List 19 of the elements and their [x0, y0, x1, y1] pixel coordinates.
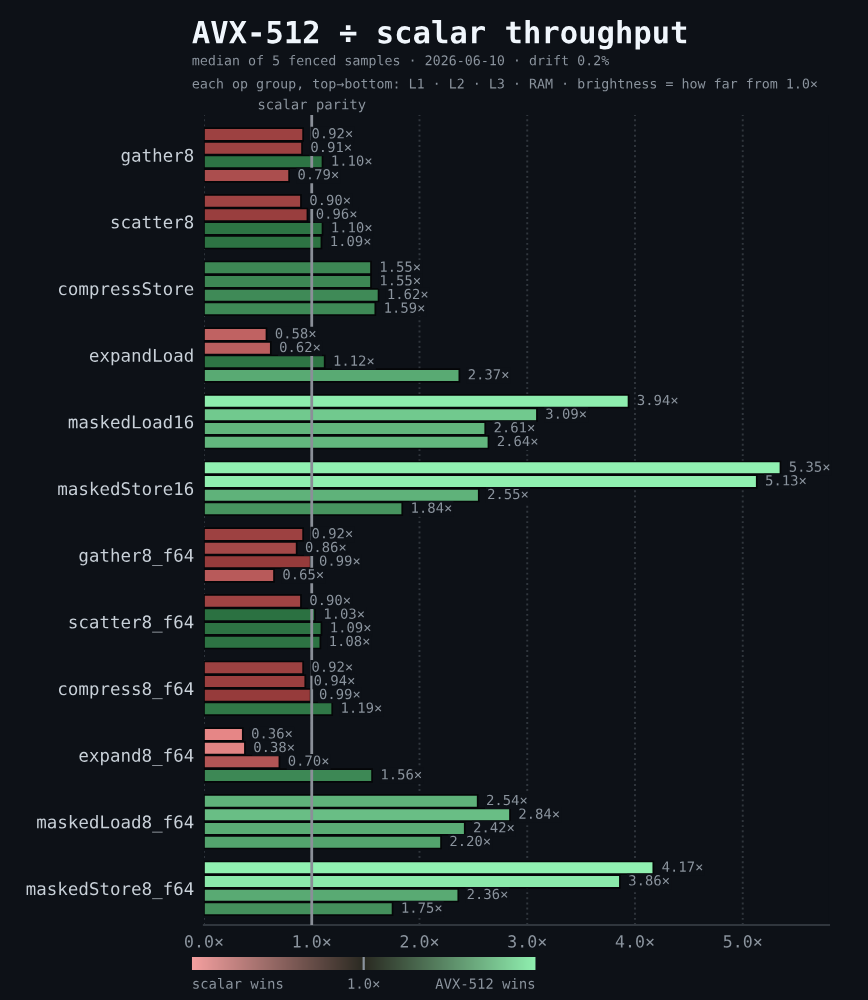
x-tick-label: 0.0×	[185, 935, 223, 948]
y-tick-label: expand8_f64	[79, 748, 194, 766]
y-tick-label: maskedStore16	[58, 481, 194, 496]
chart-title: AVX-512 ÷ scalar throughput	[192, 20, 687, 50]
y-tick-label: maskedLoad8_f64	[37, 815, 194, 833]
y-tick-label: gather8	[121, 148, 194, 166]
y-tick-label: scatter8_f64	[69, 615, 194, 633]
x-tick-label: 5.0×	[723, 935, 762, 948]
y-tick-label: scatter8	[111, 215, 194, 229]
y-tick-label: maskedLoad16	[68, 415, 194, 429]
x-tick-label: 2.0×	[400, 935, 439, 948]
y-tick-label: maskedStore8_f64	[26, 881, 194, 900]
y-tick-label: compress8_f64	[58, 681, 194, 700]
y-tick-label: gather8_f64	[79, 548, 194, 566]
x-tick-label: 3.0×	[508, 935, 547, 948]
x-tick-label: 1.0×	[293, 935, 331, 948]
x-tick-label: 4.0×	[615, 935, 654, 948]
y-tick-label: expandLoad	[89, 348, 193, 366]
y-tick-label: compressStore	[58, 282, 194, 299]
